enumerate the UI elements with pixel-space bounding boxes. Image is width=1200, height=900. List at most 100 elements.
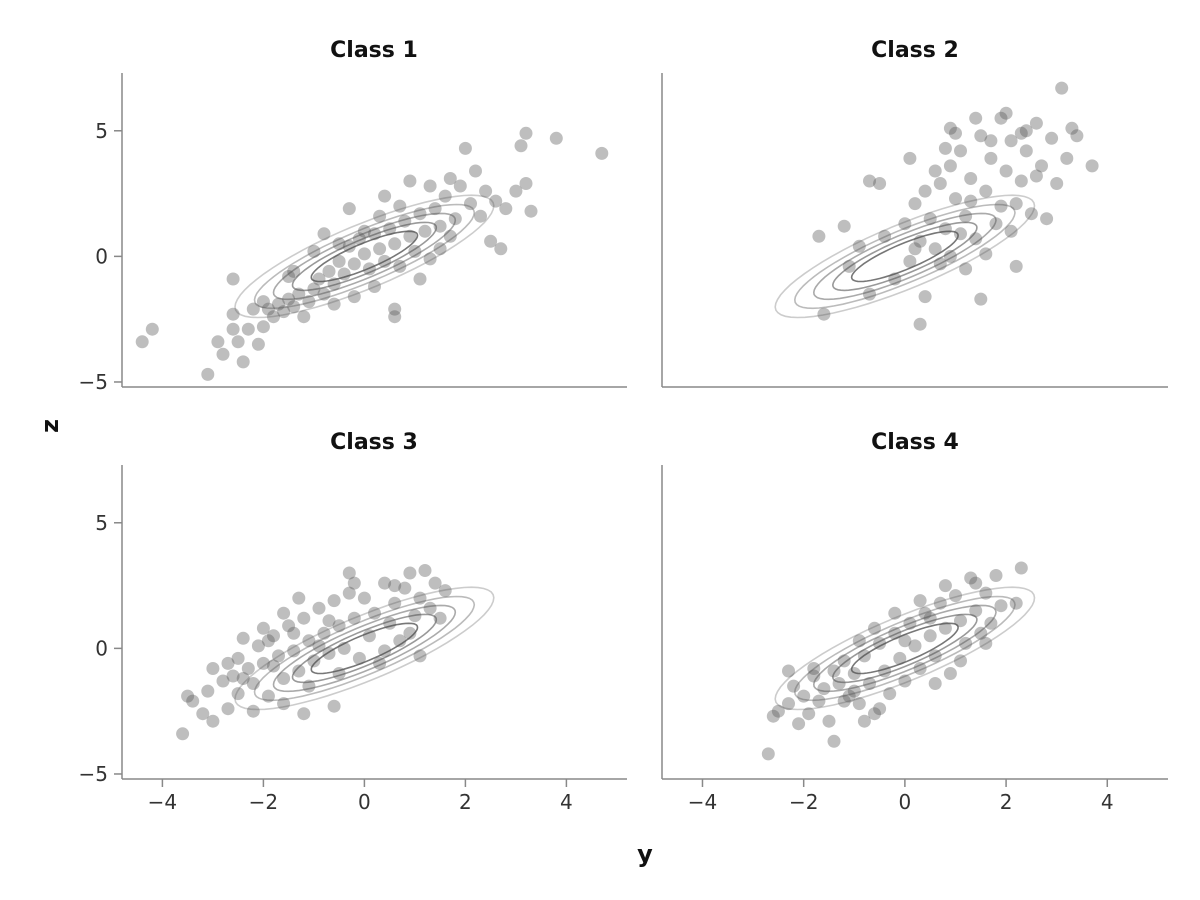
data-point [267,629,280,643]
data-point [1065,121,1079,135]
data-point [933,257,947,271]
data-point [1014,561,1028,575]
data-point [246,704,260,718]
data-point [842,259,856,273]
data-point [761,747,775,761]
data-point [959,209,973,223]
contour-line [272,212,457,301]
data-point [943,667,957,680]
data-point [974,129,988,143]
data-point [256,320,270,334]
data-point [317,626,331,640]
data-point [857,714,871,728]
data-point [347,290,361,304]
data-point [979,636,993,650]
data-point [368,227,381,241]
data-point [863,174,876,188]
x-axis-title: y [637,840,653,868]
data-point [231,335,245,349]
data-point [256,621,270,635]
data-point [261,634,275,648]
data-point [984,151,998,165]
data-point [878,664,892,678]
data-point [524,204,538,218]
data-point [1009,596,1023,610]
data-point [423,601,437,615]
data-point [261,689,275,703]
data-point [246,677,260,690]
data-point [954,227,967,241]
data-point [873,636,887,650]
data-point [236,631,250,645]
data-point [297,707,311,721]
data-point [964,194,978,208]
data-point [458,141,472,155]
data-point [438,584,452,598]
data-point [938,621,952,635]
data-point [797,689,811,703]
data-point [883,687,897,701]
data-point [913,317,927,331]
data-point [852,634,866,648]
data-point [433,242,447,256]
data-point [448,212,462,226]
x-tick-label: 4 [1101,790,1114,814]
data-point [474,209,487,223]
data-point [1070,129,1084,143]
data-point [267,310,280,324]
data-point [928,649,942,663]
data-point [267,659,280,673]
data-point [241,322,255,336]
data-point [357,224,371,238]
data-point [994,199,1008,213]
contour-line [272,604,457,693]
data-point [1060,151,1074,165]
data-point [949,192,962,206]
data-point [979,247,993,261]
data-point [176,727,190,741]
data-point [277,672,291,685]
data-point [928,677,942,690]
data-point [196,707,210,721]
data-point [499,202,513,216]
data-point [347,257,361,271]
data-point [549,131,563,145]
data-point [186,694,200,708]
panel-title-class-4: Class 4 [871,430,959,455]
contour-line [234,194,495,319]
data-point [964,172,978,185]
data-point [256,656,270,670]
data-point [352,651,366,665]
data-point [868,621,881,635]
contour-line [291,613,438,684]
data-point [201,684,215,698]
data-point [297,310,311,324]
data-point [352,232,366,246]
data-point [928,164,942,178]
data-point [282,619,296,633]
data-point [241,662,255,675]
data-point [489,194,503,208]
y-tick-label: 0 [95,244,108,268]
data-point [1019,144,1033,158]
data-point [837,694,851,708]
data-point [974,626,988,640]
data-point [378,576,392,590]
data-point [933,596,947,610]
data-point [388,596,402,610]
data-point [287,264,301,278]
data-point [974,292,988,306]
x-tick-label: 2 [459,790,472,814]
data-point [226,307,240,321]
data-point [999,164,1013,178]
data-point [969,576,983,590]
data-point [378,644,392,658]
contour-line [850,622,959,675]
data-point [1004,134,1018,148]
data-point [403,229,417,243]
data-point [418,564,432,577]
data-point [923,629,937,643]
data-point [378,254,392,268]
data-point [1014,126,1028,140]
data-point [812,229,826,243]
